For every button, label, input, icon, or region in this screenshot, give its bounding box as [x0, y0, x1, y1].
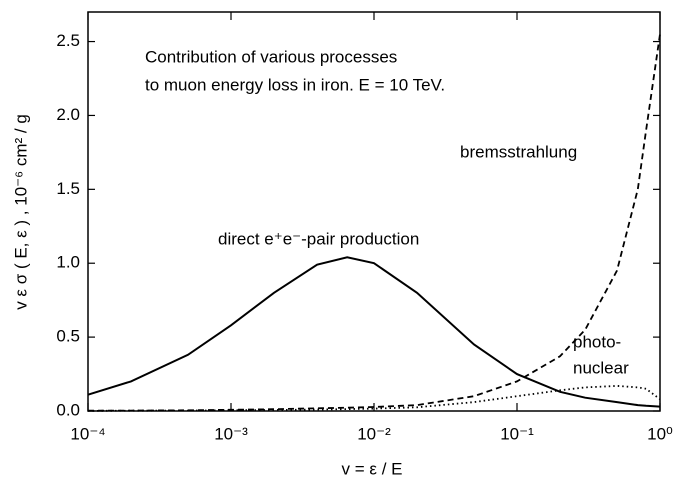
- annotation: photo-: [573, 332, 621, 351]
- y-tick-label: 2.5: [56, 31, 80, 50]
- y-tick-label: 1.5: [56, 179, 80, 198]
- annotation: direct e⁺e⁻-pair production: [218, 229, 419, 248]
- y-tick-label: 0.5: [56, 327, 80, 346]
- annotation: to muon energy loss in iron. E = 10 TeV.: [145, 75, 445, 94]
- x-axis-label: v = ε / E: [342, 459, 403, 478]
- x-tick-label: 10⁻³: [214, 424, 248, 443]
- y-axis-label: v ε σ ( E, ε ) , 10⁻⁶ cm² / g: [11, 114, 30, 310]
- annotation: bremsstrahlung: [460, 142, 577, 161]
- data-line: [87, 384, 661, 412]
- x-tick-label: 10⁻¹: [500, 424, 534, 443]
- x-tick-label: 10⁻⁴: [70, 424, 105, 443]
- data-line: [87, 256, 661, 408]
- data-line: [87, 34, 661, 412]
- annotation: nuclear: [573, 358, 629, 377]
- x-tick-label: 10⁰: [647, 424, 673, 443]
- y-tick-label: 0.0: [56, 400, 80, 419]
- x-tick-label: 10⁻²: [357, 424, 391, 443]
- y-tick-label: 1.0: [56, 253, 80, 272]
- annotation: Contribution of various processes: [145, 47, 397, 66]
- y-tick-label: 2.0: [56, 105, 80, 124]
